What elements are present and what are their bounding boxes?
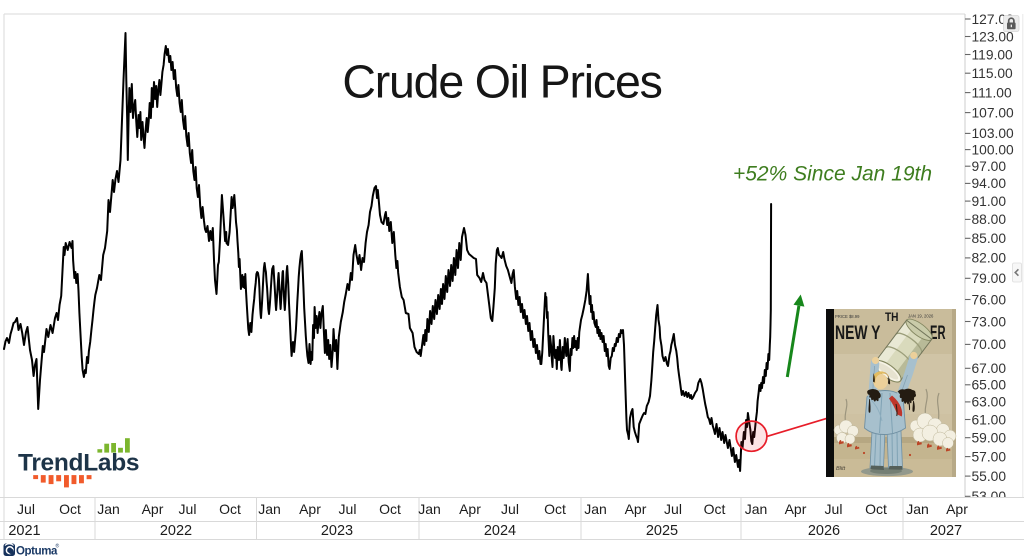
svg-text:Optuma: Optuma: [16, 546, 58, 556]
svg-text:2024: 2024: [484, 523, 516, 539]
svg-text:Jul: Jul: [17, 501, 35, 517]
svg-text:2021: 2021: [8, 523, 40, 539]
svg-text:Jan: Jan: [906, 501, 929, 517]
svg-text:JAN 19, 2026: JAN 19, 2026: [908, 314, 934, 319]
svg-text:Apr: Apr: [946, 501, 968, 517]
svg-text:Jan: Jan: [97, 501, 120, 517]
svg-text:Jul: Jul: [179, 501, 197, 517]
svg-text:103.00: 103.00: [972, 126, 1015, 141]
svg-text:TH: TH: [885, 310, 899, 324]
svg-text:®: ®: [56, 543, 60, 550]
svg-text:Jan: Jan: [584, 501, 607, 517]
svg-text:Oct: Oct: [544, 501, 566, 517]
svg-text:100.00: 100.00: [972, 142, 1015, 157]
svg-text:79.00: 79.00: [972, 271, 1007, 286]
svg-text:Jan: Jan: [418, 501, 441, 517]
svg-text:Apr: Apr: [625, 501, 647, 517]
svg-text:2025: 2025: [646, 523, 678, 539]
svg-text:2027: 2027: [930, 523, 962, 539]
svg-text:82.00: 82.00: [972, 251, 1007, 266]
svg-text:2023: 2023: [321, 523, 353, 539]
svg-text:73.00: 73.00: [972, 314, 1007, 329]
svg-text:111.00: 111.00: [972, 85, 1012, 100]
svg-text:57.00: 57.00: [972, 449, 1007, 464]
svg-text:Jul: Jul: [339, 501, 357, 517]
svg-text:Jul: Jul: [664, 501, 682, 517]
svg-text:63.00: 63.00: [972, 395, 1007, 410]
svg-text:Jan: Jan: [258, 501, 281, 517]
svg-text:Oct: Oct: [59, 501, 81, 517]
svg-text:ER: ER: [930, 322, 946, 344]
svg-text:70.00: 70.00: [972, 337, 1007, 352]
svg-text:55.00: 55.00: [972, 469, 1007, 484]
svg-text:67.00: 67.00: [972, 361, 1007, 376]
svg-text:97.00: 97.00: [972, 159, 1007, 174]
svg-text:Apr: Apr: [459, 501, 481, 517]
svg-text:Blitt: Blitt: [836, 466, 846, 472]
svg-text:TrendLabs: TrendLabs: [18, 450, 139, 477]
svg-text:Oct: Oct: [379, 501, 401, 517]
svg-text:Crude Oil Prices: Crude Oil Prices: [342, 56, 661, 108]
svg-text:+52% Since Jan 19th: +52% Since Jan 19th: [733, 163, 932, 186]
svg-text:2026: 2026: [808, 523, 840, 539]
svg-text:88.00: 88.00: [972, 212, 1007, 227]
svg-text:119.00: 119.00: [972, 47, 1014, 62]
svg-text:Jul: Jul: [825, 501, 843, 517]
svg-text:NEW Y: NEW Y: [835, 322, 881, 344]
svg-text:107.00: 107.00: [972, 105, 1015, 120]
svg-text:123.00: 123.00: [972, 29, 1015, 44]
svg-text:Jul: Jul: [501, 501, 519, 517]
svg-text:59.00: 59.00: [972, 431, 1007, 446]
svg-text:85.00: 85.00: [972, 231, 1007, 246]
svg-text:61.00: 61.00: [972, 412, 1007, 427]
svg-text:Oct: Oct: [704, 501, 726, 517]
svg-text:94.00: 94.00: [972, 176, 1007, 191]
svg-text:Apr: Apr: [299, 501, 321, 517]
svg-text:Apr: Apr: [785, 501, 807, 517]
svg-text:65.00: 65.00: [972, 378, 1007, 393]
svg-text:115.00: 115.00: [972, 66, 1014, 81]
svg-text:Jan: Jan: [745, 501, 768, 517]
svg-text:Oct: Oct: [865, 501, 887, 517]
svg-text:2022: 2022: [160, 523, 192, 539]
svg-text:Apr: Apr: [142, 501, 164, 517]
svg-text:Oct: Oct: [219, 501, 241, 517]
svg-text:PRICE $8.99: PRICE $8.99: [835, 314, 860, 319]
svg-text:76.00: 76.00: [972, 292, 1007, 307]
svg-text:91.00: 91.00: [972, 194, 1007, 209]
